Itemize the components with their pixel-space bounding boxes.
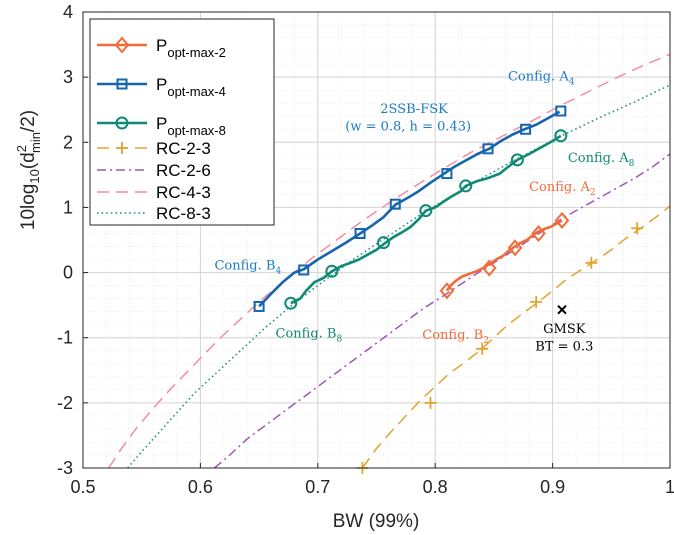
- annotation-layer: Config. A4 Config. A8 Config. A2 Config. B4…: [214, 69, 634, 354]
- series-line-6: [108, 53, 670, 468]
- series-marker: [439, 282, 455, 300]
- annotation-label: Config. B8: [276, 327, 343, 345]
- series-line-3: [290, 134, 562, 305]
- y-axis-label: 10log10(d2min/2): [14, 110, 43, 230]
- annotation-label: Config. B2: [422, 328, 489, 346]
- series-marker: [585, 256, 598, 269]
- y-tick-label: -3: [57, 458, 73, 478]
- x-tick-label: 0.5: [70, 477, 95, 497]
- series-marker: [481, 259, 497, 277]
- series-marker: [389, 198, 401, 210]
- y-tick-label: 3: [63, 67, 73, 87]
- x-tick-label: 0.9: [540, 477, 565, 497]
- legend-marker-2: [116, 78, 128, 90]
- series-marker: [520, 123, 532, 135]
- series-line-2: [258, 110, 561, 308]
- series-marker: [554, 129, 568, 143]
- series-marker: [531, 224, 546, 243]
- annotation-label: Config. A2: [529, 180, 596, 198]
- gmsk-point-marker: [557, 304, 567, 315]
- legend-marker-4: [116, 142, 128, 154]
- x-axis-label: BW (99%): [333, 511, 420, 532]
- series-marker: [441, 168, 453, 180]
- legend-label-4: RC-2-3: [156, 139, 211, 158]
- series-marker: [555, 105, 567, 117]
- y-axis-ticks: -3 -2 -1 0 1 2 3 4: [57, 2, 88, 478]
- series-marker: [530, 295, 543, 308]
- marker-layer: [253, 105, 644, 474]
- annotation-label: Config. A8: [568, 151, 635, 169]
- series-marker: [507, 239, 523, 257]
- legend-label-3: Popt-max-8: [156, 114, 226, 138]
- y-tick-label: 0: [63, 263, 73, 283]
- series-marker: [510, 153, 524, 167]
- series-marker: [253, 300, 265, 312]
- annotation-label: Config. A4: [508, 69, 575, 87]
- annotation-label: GMSK: [543, 322, 586, 337]
- legend-marker-1: [114, 36, 130, 54]
- series-marker: [424, 396, 437, 409]
- series-marker: [476, 342, 489, 355]
- series-line-4: [361, 205, 670, 468]
- series-marker: [298, 264, 310, 276]
- plot-frame: [82, 11, 671, 469]
- series-layer: [108, 53, 670, 468]
- series-marker: [459, 179, 473, 193]
- series-marker: [284, 296, 298, 310]
- legend-label-6: RC-4-3: [156, 183, 211, 202]
- annotation-label: BT = 0.3: [535, 340, 593, 355]
- y-tick-label: -1: [57, 328, 73, 348]
- series-marker: [377, 236, 391, 250]
- series-marker: [354, 227, 366, 239]
- annotation-label: Config. B4: [214, 258, 281, 276]
- y-tick-label: 2: [63, 132, 73, 152]
- series-marker: [482, 143, 494, 155]
- y-tick-label: 4: [63, 2, 73, 22]
- y-tick-label: -2: [57, 393, 73, 413]
- annotation-label: 2SSB-FSK: [380, 102, 448, 117]
- legend-label-2: Popt-max-4: [156, 75, 226, 99]
- legend-label-1: Popt-max-2: [156, 36, 226, 60]
- x-tick-label: 0.8: [423, 477, 448, 497]
- series-marker: [631, 222, 644, 235]
- series-marker: [325, 264, 339, 278]
- y-tick-label: 1: [63, 197, 73, 217]
- x-tick-label: 1: [665, 477, 674, 497]
- legend-label-5: RC-2-6: [156, 161, 211, 180]
- series-marker: [554, 211, 570, 229]
- series-marker: [419, 204, 433, 218]
- series-line-1: [445, 219, 563, 292]
- legend-label-7: RC-8-3: [156, 204, 211, 223]
- annotation-label: (w = 0.8, h = 0.43): [345, 120, 471, 135]
- legend-marker-3: [115, 116, 129, 130]
- x-axis-ticks: 0.5 0.6 0.7 0.8 0.9 1: [70, 463, 674, 497]
- legend: Popt-max-2 Popt-max-4 Popt-max-8RC-2-3 RC-2…: [89, 18, 275, 226]
- x-tick-label: 0.6: [188, 477, 213, 497]
- x-tick-label: 0.7: [305, 477, 330, 497]
- series-line-5: [214, 153, 670, 468]
